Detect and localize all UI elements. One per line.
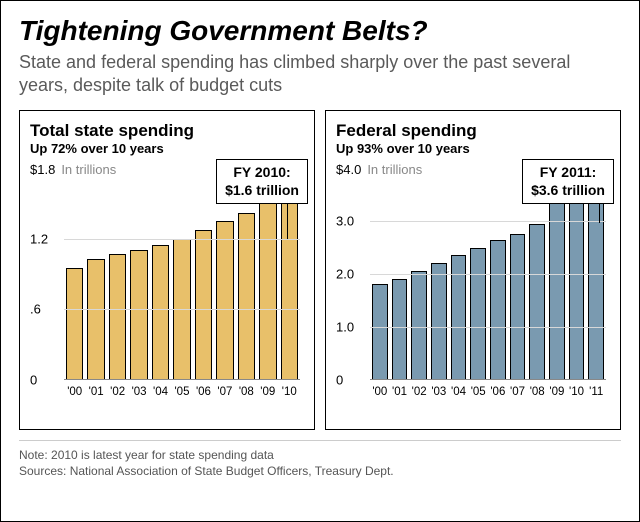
x-label: '08 (238, 386, 255, 398)
x-label: '05 (173, 386, 190, 398)
x-labels: '00 '01 '02 '03 '04 '05 '06 '07 '08 '09 '10 (64, 386, 300, 398)
x-label: '10 (569, 386, 585, 398)
callout-line-1: FY 2010: (225, 164, 299, 182)
y-tick-label: 1.0 (336, 320, 366, 335)
footnote-sources: Sources: National Association of State B… (19, 463, 621, 479)
y-tick-label: 0 (336, 373, 366, 388)
bar (281, 192, 298, 380)
gridline (64, 239, 300, 240)
y-tick-label: .6 (30, 302, 60, 317)
baseline (370, 379, 606, 380)
bar (549, 195, 565, 381)
gridline (370, 274, 606, 275)
bar (510, 234, 526, 380)
bar (152, 245, 169, 380)
bar (392, 279, 408, 380)
x-label: '06 (195, 386, 212, 398)
subheadline: State and federal spending has climbed s… (19, 51, 621, 96)
x-label: '04 (451, 386, 467, 398)
callout-box: FY 2011: $3.6 trillion (522, 159, 614, 204)
headline: Tightening Government Belts? (19, 15, 621, 47)
footnote-note: Note: 2010 is latest year for state spen… (19, 447, 621, 463)
x-label: '01 (392, 386, 408, 398)
bar (588, 189, 604, 380)
panel-title: Federal spending (336, 121, 610, 141)
x-label: '00 (372, 386, 388, 398)
bar (130, 250, 147, 380)
bar (195, 230, 212, 380)
x-label: '00 (66, 386, 83, 398)
x-labels: '00 '01'02 '03 '04'05 '06 '07'08 '09 '10'11 (370, 386, 606, 398)
x-label: '11 (588, 386, 604, 398)
x-label: '10 (281, 386, 298, 398)
callout-line-2: $3.6 trillion (531, 182, 605, 200)
gridline (370, 221, 606, 222)
x-label: '09 (549, 386, 565, 398)
y-top-label: $1.8 (30, 162, 55, 177)
callout-box: FY 2010: $1.6 trillion (216, 159, 308, 204)
bar (259, 203, 276, 380)
x-label: '07 (216, 386, 233, 398)
gridline (64, 309, 300, 310)
callout-line-2: $1.6 trillion (225, 182, 299, 200)
units-label: In trillions (61, 162, 116, 177)
federal-spending-panel: Federal spending Up 93% over 10 years FY… (325, 110, 621, 430)
gridline (370, 327, 606, 328)
bar (66, 268, 83, 380)
x-label: '09 (259, 386, 276, 398)
x-label: '08 (529, 386, 545, 398)
x-label: '05 (470, 386, 486, 398)
x-label: '06 (490, 386, 506, 398)
bar (216, 221, 233, 380)
bar (372, 284, 388, 380)
callout-pointer (287, 199, 288, 239)
units-label: In trillions (367, 162, 422, 177)
y-tick-label: 3.0 (336, 214, 366, 229)
x-label: '02 (411, 386, 427, 398)
y-tick-label: 1.2 (30, 231, 60, 246)
state-spending-panel: Total state spending Up 72% over 10 year… (19, 110, 315, 430)
panel-subtitle: Up 72% over 10 years (30, 141, 304, 156)
y-tick-label: 2.0 (336, 267, 366, 282)
y-top-row: $1.8 In trillions (30, 162, 116, 177)
bar (529, 224, 545, 380)
bar (411, 271, 427, 380)
charts-row: Total state spending Up 72% over 10 year… (19, 110, 621, 430)
bar (470, 248, 486, 381)
x-label: '03 (431, 386, 447, 398)
y-tick-label: 0 (30, 373, 60, 388)
y-top-label: $4.0 (336, 162, 361, 177)
x-label: '01 (87, 386, 104, 398)
x-label: '04 (152, 386, 169, 398)
footnote-block: Note: 2010 is latest year for state spen… (19, 440, 621, 479)
x-label: '03 (130, 386, 147, 398)
x-label: '02 (109, 386, 126, 398)
callout-line-1: FY 2011: (531, 164, 605, 182)
bar (87, 259, 104, 380)
y-top-row: $4.0 In trillions (336, 162, 422, 177)
panel-title: Total state spending (30, 121, 304, 141)
baseline (64, 379, 300, 380)
bar (569, 196, 585, 380)
bar (490, 240, 506, 380)
panel-subtitle: Up 93% over 10 years (336, 141, 610, 156)
x-label: '07 (510, 386, 526, 398)
bar (109, 254, 126, 380)
bar (431, 263, 447, 380)
